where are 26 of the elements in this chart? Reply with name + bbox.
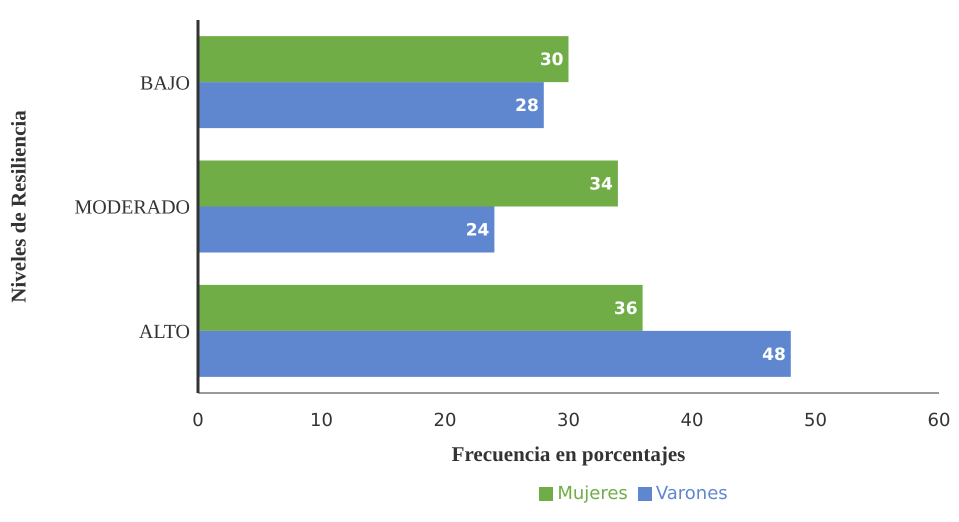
x-tick-label: 10 [310,410,333,431]
x-tick-label: 0 [192,410,204,431]
x-tick-label: 30 [557,410,580,431]
x-tick-label: 20 [434,410,456,431]
y-tick-label: MODERADO [74,196,190,219]
x-tick-label: 40 [680,410,704,431]
x-axis-title: Frecuencia en porcentajes [452,442,686,466]
data-label: 34 [589,174,614,195]
legend-label: Varones [656,483,728,504]
bar [198,82,544,128]
data-label: 28 [515,96,539,116]
bar [198,330,791,377]
x-tick-label: 50 [804,410,827,431]
bar [198,206,494,252]
legend-label: Mujeres [557,483,628,504]
x-tick-label: 60 [928,410,950,431]
y-tick-label: ALTO [138,320,190,343]
bar [198,160,618,206]
y-tick-label: BAJO [140,72,190,94]
bar [198,284,643,331]
data-label: 24 [466,220,490,241]
bar [198,36,568,82]
data-label: 48 [762,344,786,365]
data-label: 30 [540,50,564,70]
y-axis-title: Niveles de Resiliencia [6,110,30,303]
data-label: 36 [614,298,638,319]
